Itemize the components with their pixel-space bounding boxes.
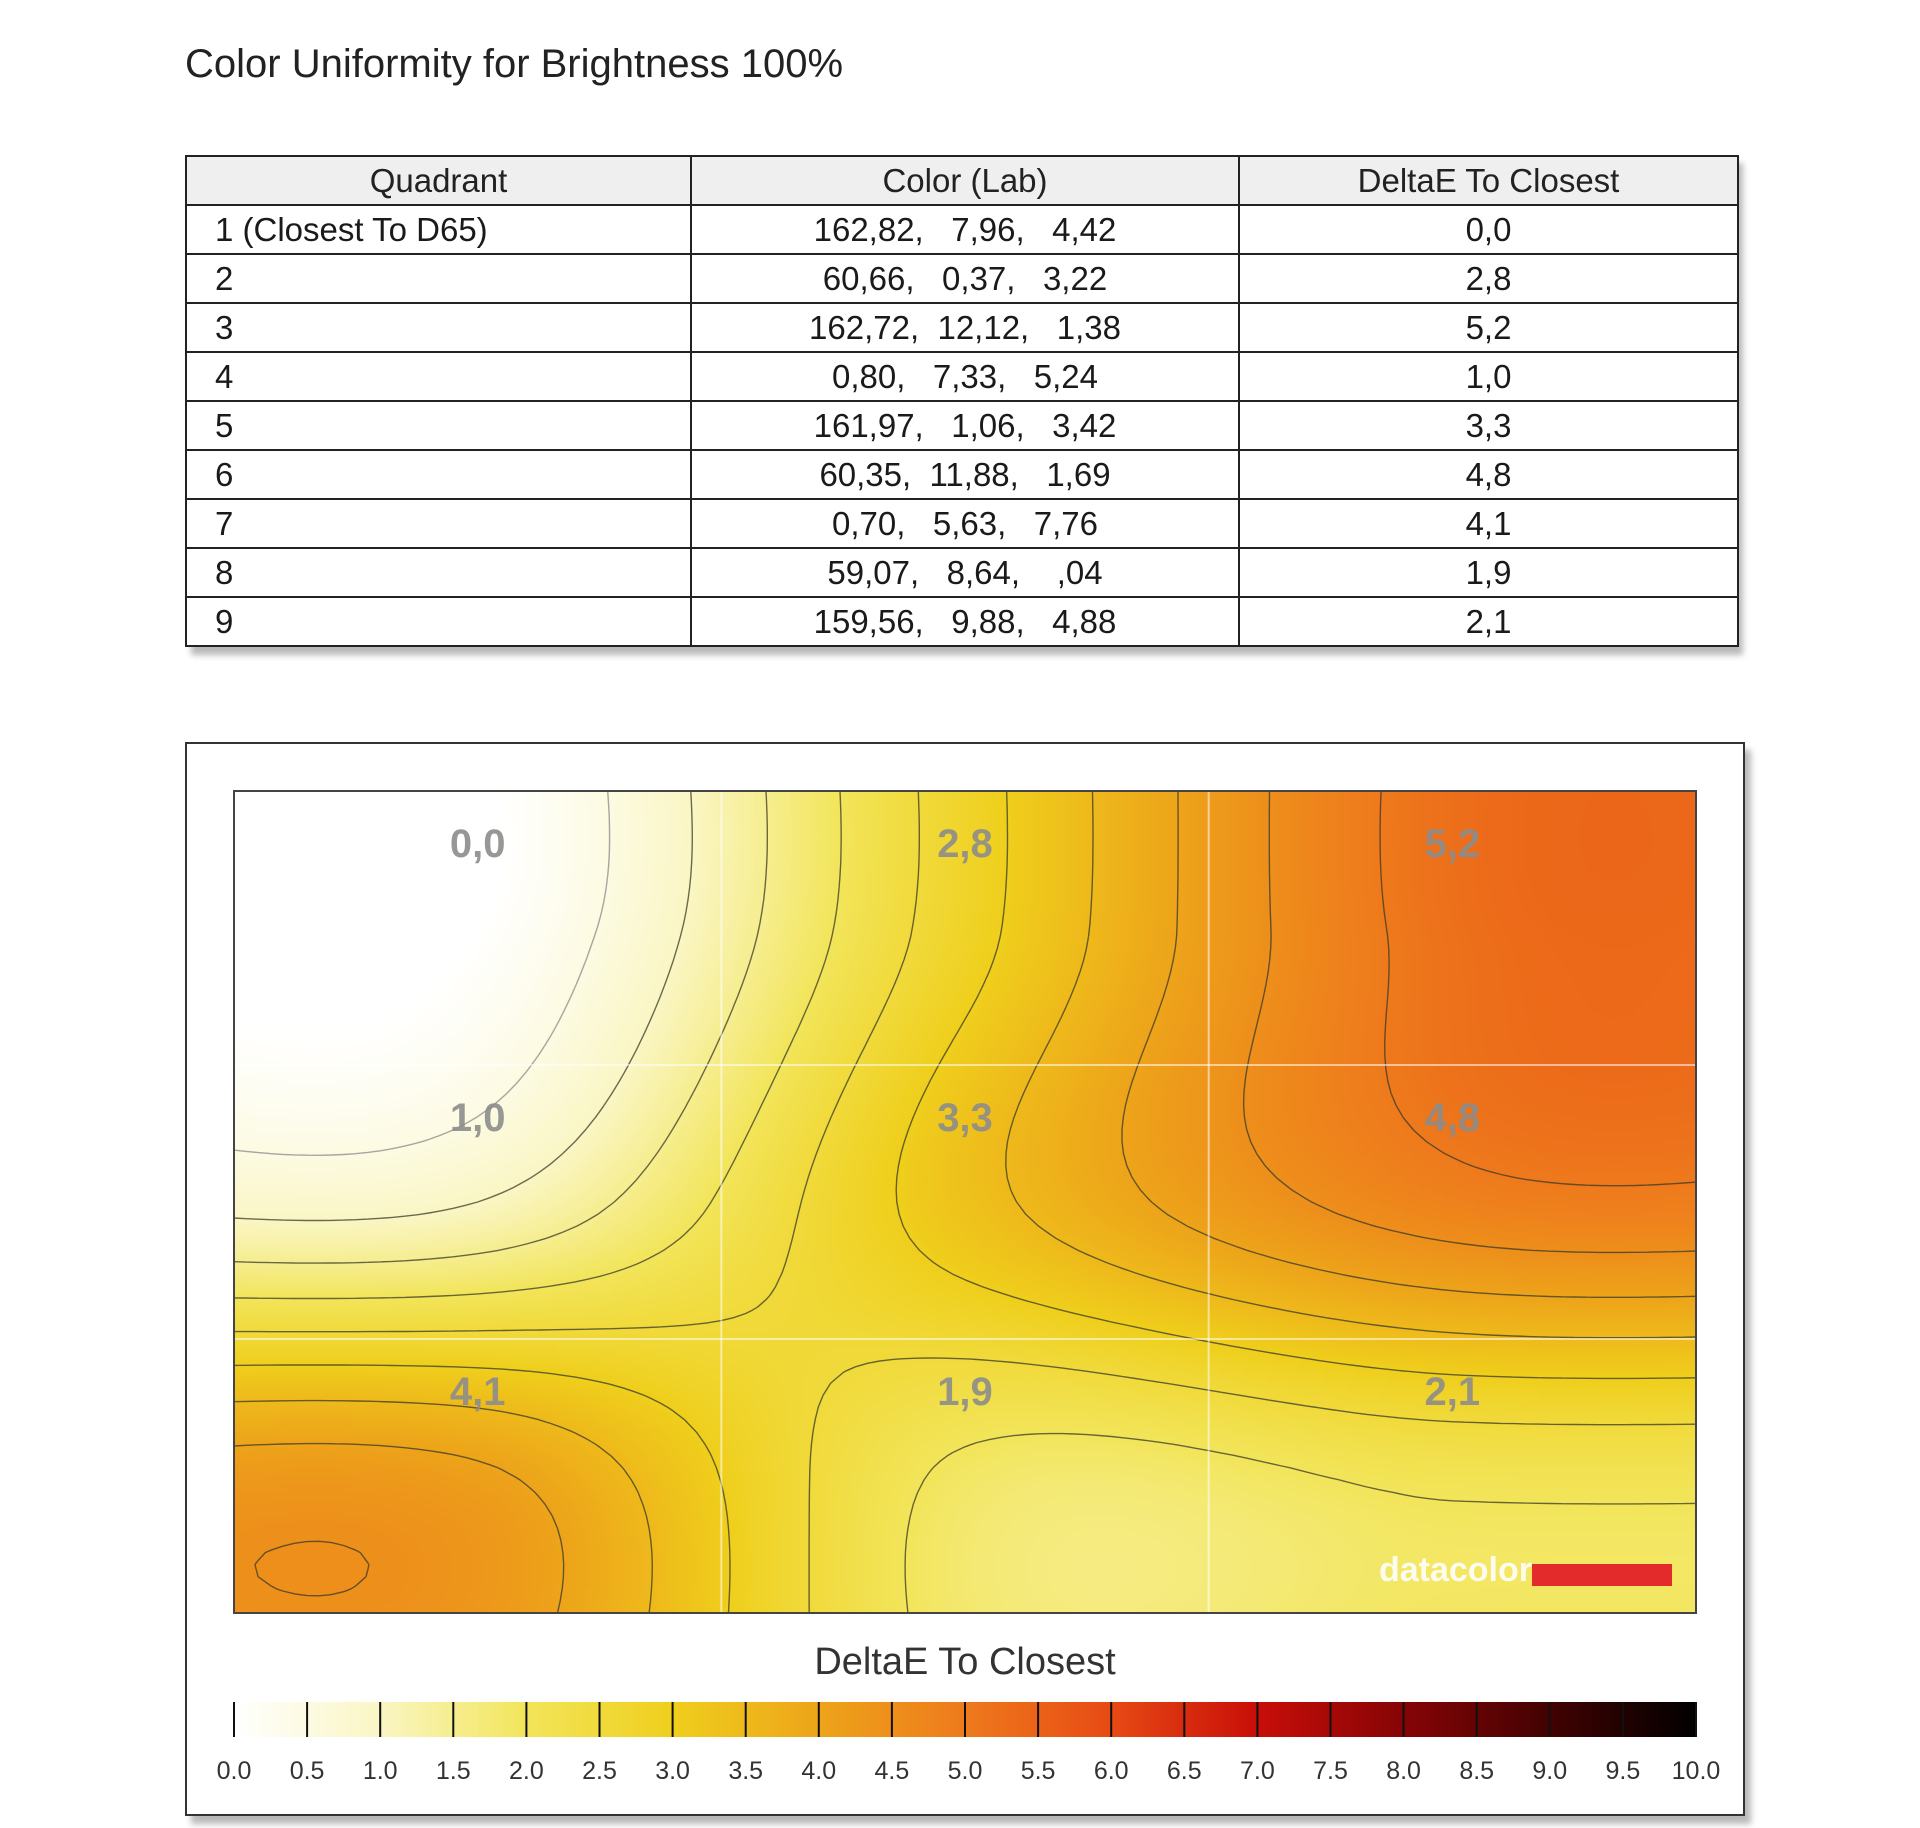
table-row: 7 0,70, 5,63, 7,76 4,1 xyxy=(185,498,1739,549)
deltae-cell: 5,2 xyxy=(1238,302,1739,353)
contour-line xyxy=(234,791,693,1222)
datacolor-logo: datacolor xyxy=(1379,1551,1672,1589)
table-row: 9 159,56, 9,88, 4,88 2,1 xyxy=(185,596,1739,647)
column-header-quadrant: Quadrant xyxy=(185,155,692,206)
color-lab-cell: 161,97, 1,06, 3,42 xyxy=(690,400,1240,451)
colorbar-tick-label: 7.0 xyxy=(1240,1757,1275,1785)
quadrant-value-label: 2,1 xyxy=(1425,1370,1481,1414)
colorbar-tick-label: 4.0 xyxy=(801,1757,836,1785)
contour-line xyxy=(234,791,768,1264)
deltae-cell: 3,3 xyxy=(1238,400,1739,451)
quadrant-value-label: 1,9 xyxy=(937,1370,993,1414)
contour-line xyxy=(234,791,1696,1613)
deltae-cell: 2,8 xyxy=(1238,253,1739,304)
colorbar-ticks: 0.0 0.5 1.0 1.5 2.0 2.5 3.0 3.5 4.0 4.5 5.0 5.5 6.0 6… xyxy=(217,1702,1721,1785)
quadrant-value-label: 2,8 xyxy=(937,822,993,866)
colorbar-tick-label: 4.5 xyxy=(875,1757,910,1785)
table-row: 8 59,07, 8,64, ,04 1,9 xyxy=(185,547,1739,598)
colorbar-tick-label: 8.5 xyxy=(1459,1757,1494,1785)
heatmap-plot-area: 0,0 2,8 5,2 1,0 3,3 4,8 4,1 1,9 2,1 datacolor xyxy=(234,791,1696,1613)
color-lab-cell: 59,07, 8,64, ,04 xyxy=(690,547,1240,598)
table-row: 1 (Closest To D65) 162,82, 7,96, 4,42 0,0 xyxy=(185,204,1739,255)
page-title: Color Uniformity for Brightness 100% xyxy=(185,42,844,86)
quadrant-value-label: 4,8 xyxy=(1425,1096,1481,1140)
color-lab-cell: 0,70, 5,63, 7,76 xyxy=(690,498,1240,549)
colorbar-tick-label: 5.5 xyxy=(1021,1757,1056,1785)
uniformity-table: Quadrant Color (Lab) DeltaE To Closest 1… xyxy=(185,155,1739,647)
datacolor-logo-bar xyxy=(1532,1564,1672,1586)
datacolor-logo-text: datacolor xyxy=(1379,1551,1532,1589)
deltae-cell: 1,0 xyxy=(1238,351,1739,402)
quadrant-value-label: 3,3 xyxy=(937,1096,993,1140)
quadrant-value-label: 0,0 xyxy=(450,822,506,866)
table-row: 2 60,66, 0,37, 3,22 2,8 xyxy=(185,253,1739,304)
colorbar-tick-label: 2.0 xyxy=(509,1757,544,1785)
contour-line xyxy=(234,791,1696,1613)
colorbar-tick-label: 5.0 xyxy=(948,1757,983,1785)
deltae-cell: 4,1 xyxy=(1238,498,1739,549)
chart-frame: 0,0 2,8 5,2 1,0 3,3 4,8 4,1 1,9 2,1 datacolor De… xyxy=(185,742,1745,1816)
colorbar-tick-label: 0.5 xyxy=(290,1757,325,1785)
color-lab-cell: 162,82, 7,96, 4,42 xyxy=(690,204,1240,255)
quadrant-value-label: 4,1 xyxy=(450,1370,506,1414)
contour-line xyxy=(234,791,611,1156)
column-header-deltae: DeltaE To Closest xyxy=(1238,155,1739,206)
contour-line xyxy=(234,791,1696,1613)
deltae-cell: 2,1 xyxy=(1238,596,1739,647)
quadrant-cell: 2 xyxy=(185,253,692,304)
colorbar-tick-label: 3.0 xyxy=(655,1757,690,1785)
uniformity-heatmap-chart: 0,0 2,8 5,2 1,0 3,3 4,8 4,1 1,9 2,1 datacolor De… xyxy=(217,790,1721,1785)
color-lab-cell: 0,80, 7,33, 5,24 xyxy=(690,351,1240,402)
colorbar-tick-label: 0.0 xyxy=(217,1757,252,1785)
contour-line xyxy=(1379,791,1696,1187)
table-body: 1 (Closest To D65) 162,82, 7,96, 4,42 0,0 2… xyxy=(185,204,1739,647)
contour-lines xyxy=(234,791,1696,1613)
colorbar-tick-label: 7.5 xyxy=(1313,1757,1348,1785)
colorbar-tick-label: 8.0 xyxy=(1386,1757,1421,1785)
colorbar-tick-label: 6.0 xyxy=(1094,1757,1129,1785)
color-lab-cell: 60,35, 11,88, 1,69 xyxy=(690,449,1240,500)
quadrant-value-labels: 0,0 2,8 5,2 1,0 3,3 4,8 4,1 1,9 2,1 xyxy=(450,822,1480,1414)
quadrant-cell: 5 xyxy=(185,400,692,451)
table-row: 4 0,80, 7,33, 5,24 1,0 xyxy=(185,351,1739,402)
column-header-color-lab: Color (Lab) xyxy=(690,155,1240,206)
deltae-cell: 0,0 xyxy=(1238,204,1739,255)
table-row: 5 161,97, 1,06, 3,42 3,3 xyxy=(185,400,1739,451)
quadrant-value-label: 1,0 xyxy=(450,1096,506,1140)
colorbar-tick-label: 1.5 xyxy=(436,1757,471,1785)
colorbar-tick-label: 2.5 xyxy=(582,1757,617,1785)
deltae-cell: 4,8 xyxy=(1238,449,1739,500)
quadrant-cell: 1 (Closest To D65) xyxy=(185,204,692,255)
colorbar-tick-label: 3.5 xyxy=(728,1757,763,1785)
quadrant-value-label: 5,2 xyxy=(1425,822,1481,866)
quadrant-cell: 6 xyxy=(185,449,692,500)
uniformity-table-wrapper: Quadrant Color (Lab) DeltaE To Closest 1… xyxy=(185,155,1739,647)
table-header-row: Quadrant Color (Lab) DeltaE To Closest xyxy=(185,155,1739,206)
color-lab-cell: 159,56, 9,88, 4,88 xyxy=(690,596,1240,647)
colorbar-tick-label: 6.5 xyxy=(1167,1757,1202,1785)
table-row: 3 162,72, 12,12, 1,38 5,2 xyxy=(185,302,1739,353)
colorbar-title: DeltaE To Closest xyxy=(814,1641,1116,1683)
table-row: 6 60,35, 11,88, 1,69 4,8 xyxy=(185,449,1739,500)
heatmap-fill xyxy=(234,791,1696,1613)
quadrant-cell: 8 xyxy=(185,547,692,598)
quadrant-grid-lines xyxy=(234,791,1696,1613)
quadrant-cell: 9 xyxy=(185,596,692,647)
contour-line xyxy=(254,791,1696,1597)
colorbar-tick-label: 10.0 xyxy=(1672,1757,1721,1785)
contour-line xyxy=(234,791,1696,1613)
deltae-cell: 1,9 xyxy=(1238,547,1739,598)
color-lab-cell: 162,72, 12,12, 1,38 xyxy=(690,302,1240,353)
colorbar-tick-label: 9.5 xyxy=(1606,1757,1641,1785)
quadrant-cell: 3 xyxy=(185,302,692,353)
plot-border xyxy=(233,790,1697,1614)
quadrant-cell: 4 xyxy=(185,351,692,402)
color-lab-cell: 60,66, 0,37, 3,22 xyxy=(690,253,1240,304)
colorbar-tick-label: 1.0 xyxy=(363,1757,398,1785)
colorbar-tick-label: 9.0 xyxy=(1532,1757,1567,1785)
contour-line xyxy=(234,791,1696,1613)
quadrant-cell: 7 xyxy=(185,498,692,549)
